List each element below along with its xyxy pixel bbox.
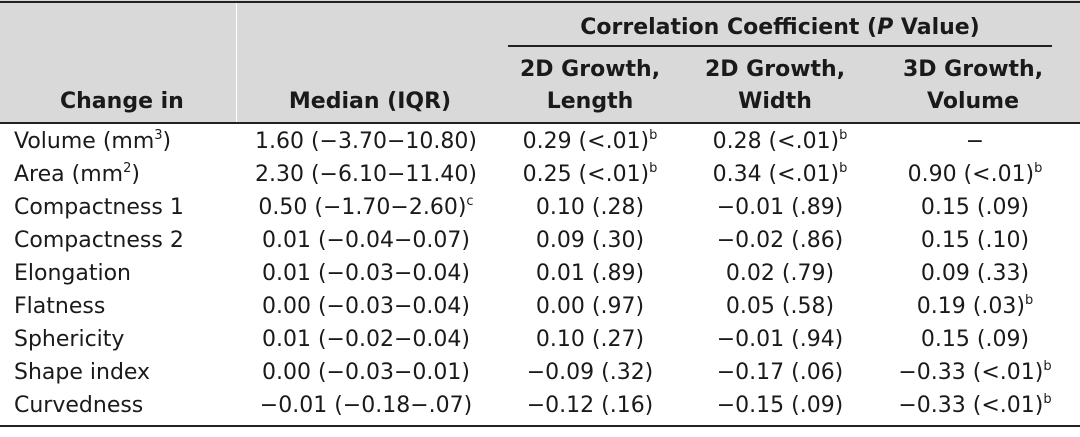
volume-cell: −0.33 (<.01)b <box>898 359 1052 385</box>
header-3d-growth-volume: 3D Growth, Volume <box>902 57 1044 114</box>
header-2d-growth-width: 2D Growth, Width <box>704 57 846 114</box>
width-cell: 0.34 (<.01)b <box>712 161 848 187</box>
width-cell: −0.02 (.86) <box>716 228 844 253</box>
median-cell: −0.01 (−0.18−.07) <box>259 393 473 418</box>
table-row: Flatness 0.00 (−0.03−0.04) 0.00 (.97) 0.… <box>0 290 1080 323</box>
volume-cell: 0.15 (.09) <box>920 195 1030 220</box>
median-cell: 1.60 (−3.70−10.80) <box>255 129 477 154</box>
width-cell: 0.02 (.79) <box>725 261 835 286</box>
header-background <box>0 0 1080 124</box>
table-row: Shape index 0.00 (−0.03−0.01) −0.09 (.32… <box>0 356 1080 389</box>
table-row: Compactness 2 0.01 (−0.04−0.07) 0.09 (.3… <box>0 224 1080 257</box>
volume-cell: −0.33 (<.01)b <box>898 392 1052 418</box>
median-cell: 0.01 (−0.03−0.04) <box>262 261 470 286</box>
row-label: Compactness 2 <box>14 228 184 253</box>
width-cell: −0.01 (.89) <box>716 195 844 220</box>
table-row: Curvedness −0.01 (−0.18−.07) −0.12 (.16)… <box>0 389 1080 422</box>
spanner-rule <box>508 45 1052 47</box>
table-row: Area (mm2) 2.30 (−6.10−11.40) 0.25 (<.01… <box>0 158 1080 191</box>
row-label: Elongation <box>14 261 132 286</box>
row-label: Area (mm2) <box>14 161 140 187</box>
volume-cell: 0.09 (.33) <box>920 261 1030 286</box>
length-cell: 0.00 (.97) <box>535 294 645 319</box>
correlation-spanner-header: Correlation Coefficient (P Value) <box>580 15 980 40</box>
top-rule <box>0 1 1080 3</box>
length-cell: −0.09 (.32) <box>526 360 654 385</box>
length-cell: 0.10 (.28) <box>535 195 645 220</box>
header-median-iqr: Median (IQR) <box>288 89 452 114</box>
row-label: Compactness 1 <box>14 195 184 220</box>
length-cell: 0.10 (.27) <box>535 327 645 352</box>
median-cell: 0.50 (−1.70−2.60)c <box>258 194 474 220</box>
width-cell: −0.01 (.94) <box>716 327 844 352</box>
table-row: Volume (mm3) 1.60 (−3.70−10.80) 0.29 (<.… <box>0 125 1080 158</box>
volume-cell: 0.19 (.03)b <box>916 293 1034 319</box>
median-cell: 2.30 (−6.10−11.40) <box>255 162 477 187</box>
row-label: Curvedness <box>14 393 144 418</box>
row-label: Shape index <box>14 360 151 385</box>
width-cell: −0.15 (.09) <box>716 393 844 418</box>
volume-cell: 0.90 (<.01)b <box>907 161 1043 187</box>
row-label: Sphericity <box>14 327 125 352</box>
median-cell: 0.01 (−0.02−0.04) <box>262 327 470 352</box>
header-2d-growth-length: 2D Growth, Length <box>519 57 661 114</box>
bottom-rule <box>0 425 1080 427</box>
volume-cell: 0.15 (.09) <box>920 327 1030 352</box>
width-cell: 0.05 (.58) <box>725 294 835 319</box>
row-label: Volume (mm3) <box>14 128 172 154</box>
length-cell: 0.01 (.89) <box>535 261 645 286</box>
median-cell: 0.01 (−0.04−0.07) <box>262 228 470 253</box>
header-rule <box>0 122 1080 124</box>
length-cell: 0.29 (<.01)b <box>522 128 658 154</box>
table-row: Elongation 0.01 (−0.03−0.04) 0.01 (.89) … <box>0 257 1080 290</box>
length-cell: 0.09 (.30) <box>535 228 645 253</box>
volume-cell: 0.15 (.10) <box>920 228 1030 253</box>
row-label: Flatness <box>14 294 106 319</box>
table-row: Compactness 1 0.50 (−1.70−2.60)c 0.10 (.… <box>0 191 1080 224</box>
volume-cell: − <box>965 129 985 154</box>
length-cell: −0.12 (.16) <box>526 393 654 418</box>
median-cell: 0.00 (−0.03−0.04) <box>262 294 470 319</box>
length-cell: 0.25 (<.01)b <box>522 161 658 187</box>
table-row: Sphericity 0.01 (−0.02−0.04) 0.10 (.27) … <box>0 323 1080 356</box>
width-cell: −0.17 (.06) <box>716 360 844 385</box>
median-cell: 0.00 (−0.03−0.01) <box>262 360 470 385</box>
header-divider <box>236 3 237 122</box>
header-change-in: Change in <box>60 89 184 114</box>
width-cell: 0.28 (<.01)b <box>712 128 848 154</box>
